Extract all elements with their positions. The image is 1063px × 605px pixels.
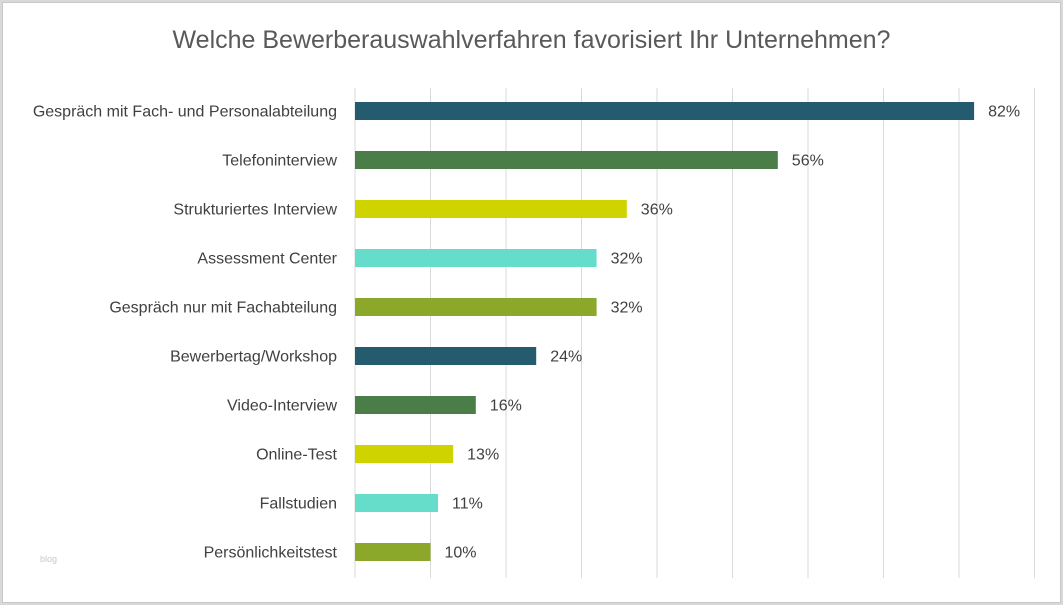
category-label: Assessment Center — [197, 251, 337, 268]
data-label: 32% — [611, 300, 643, 317]
category-label: Persönlichkeitstest — [204, 545, 338, 562]
data-label: 82% — [988, 104, 1020, 121]
bar — [355, 543, 431, 561]
bar — [355, 445, 454, 463]
data-label: 13% — [467, 447, 499, 464]
category-label: Video-Interview — [227, 398, 337, 415]
bar — [355, 396, 476, 414]
category-label: Bewerbertag/Workshop — [170, 349, 337, 366]
category-label: Strukturiertes Interview — [173, 202, 337, 219]
category-label: Gespräch mit Fach- und Personalabteilung — [33, 104, 337, 121]
data-label: 11% — [452, 496, 483, 513]
bar — [355, 249, 597, 267]
bar — [355, 347, 537, 365]
data-label: 56% — [792, 153, 824, 170]
chart-title: Welche Bewerberauswahlverfahren favorisi… — [172, 26, 891, 54]
data-label: 10% — [445, 545, 477, 562]
bar — [355, 102, 975, 120]
data-label: 36% — [641, 202, 673, 219]
bar — [355, 200, 627, 218]
bar — [355, 151, 778, 169]
bar — [355, 298, 597, 316]
watermark-text: blog — [40, 554, 58, 564]
category-label: Telefoninterview — [222, 153, 337, 170]
data-label: 16% — [490, 398, 522, 415]
category-label: Gespräch nur mit Fachabteilung — [109, 300, 337, 317]
data-label: 32% — [611, 251, 643, 268]
category-label: Fallstudien — [260, 496, 337, 513]
category-label: Online-Test — [256, 447, 337, 464]
bar — [355, 494, 439, 512]
data-label: 24% — [550, 349, 582, 366]
